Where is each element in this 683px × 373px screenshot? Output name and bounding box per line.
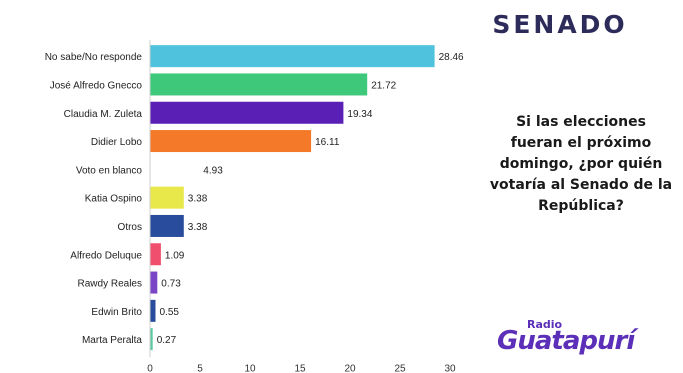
bar <box>150 186 184 209</box>
value-label: 0.73 <box>161 279 181 290</box>
category-label: Didier Lobo <box>91 137 143 148</box>
x-tick-label: 5 <box>197 363 203 373</box>
category-label: Edwin Brito <box>91 307 142 318</box>
bar <box>150 243 161 266</box>
value-label: 0.27 <box>157 335 177 346</box>
bar <box>150 101 344 124</box>
value-label: 28.46 <box>439 52 464 63</box>
category-label: Marta Peralta <box>82 335 142 346</box>
bar <box>150 214 184 237</box>
bar <box>150 271 158 294</box>
x-tick-label: 0 <box>147 363 153 373</box>
category-label: Voto en blanco <box>76 165 143 176</box>
chart-heading: SENADO <box>492 10 628 39</box>
bar-chart: No sabe/No responde 28.46 José Alfredo Gne… <box>45 40 464 373</box>
value-label: 21.72 <box>371 80 396 91</box>
value-label: 1.09 <box>165 250 185 261</box>
value-label: 19.34 <box>347 109 372 120</box>
logo-brand-text: Guatapurí <box>497 326 635 356</box>
category-label: Claudia M. Zuleta <box>64 109 143 120</box>
value-label: 0.55 <box>160 307 180 318</box>
x-tick-label: 30 <box>444 363 456 373</box>
category-label: Otros <box>118 222 142 233</box>
bar <box>150 328 153 351</box>
survey-question: Si las elecciones fueran el próximo domi… <box>489 114 673 214</box>
category-label: No sabe/No responde <box>45 52 143 63</box>
value-label: 4.93 <box>203 165 223 176</box>
logo-radio-text: Radio <box>527 318 563 331</box>
value-label: 3.38 <box>188 194 208 205</box>
category-label: Alfredo Deluque <box>70 250 142 261</box>
radio-guatapuri-logo: Radio Guatapurí <box>497 318 657 362</box>
category-label: Rawdy Reales <box>78 279 142 290</box>
category-label: José Alfredo Gnecco <box>50 80 143 91</box>
x-tick-label: 10 <box>244 363 256 373</box>
bar <box>150 45 435 68</box>
bar <box>150 130 312 153</box>
bar <box>150 299 156 322</box>
value-label: 3.38 <box>188 222 208 233</box>
bar <box>150 73 368 96</box>
x-tick-label: 25 <box>394 363 406 373</box>
bar <box>150 158 200 181</box>
value-label: 16.11 <box>315 137 340 148</box>
x-tick-label: 15 <box>294 363 306 373</box>
x-tick-label: 20 <box>344 363 356 373</box>
category-label: Katia Ospino <box>85 194 143 205</box>
